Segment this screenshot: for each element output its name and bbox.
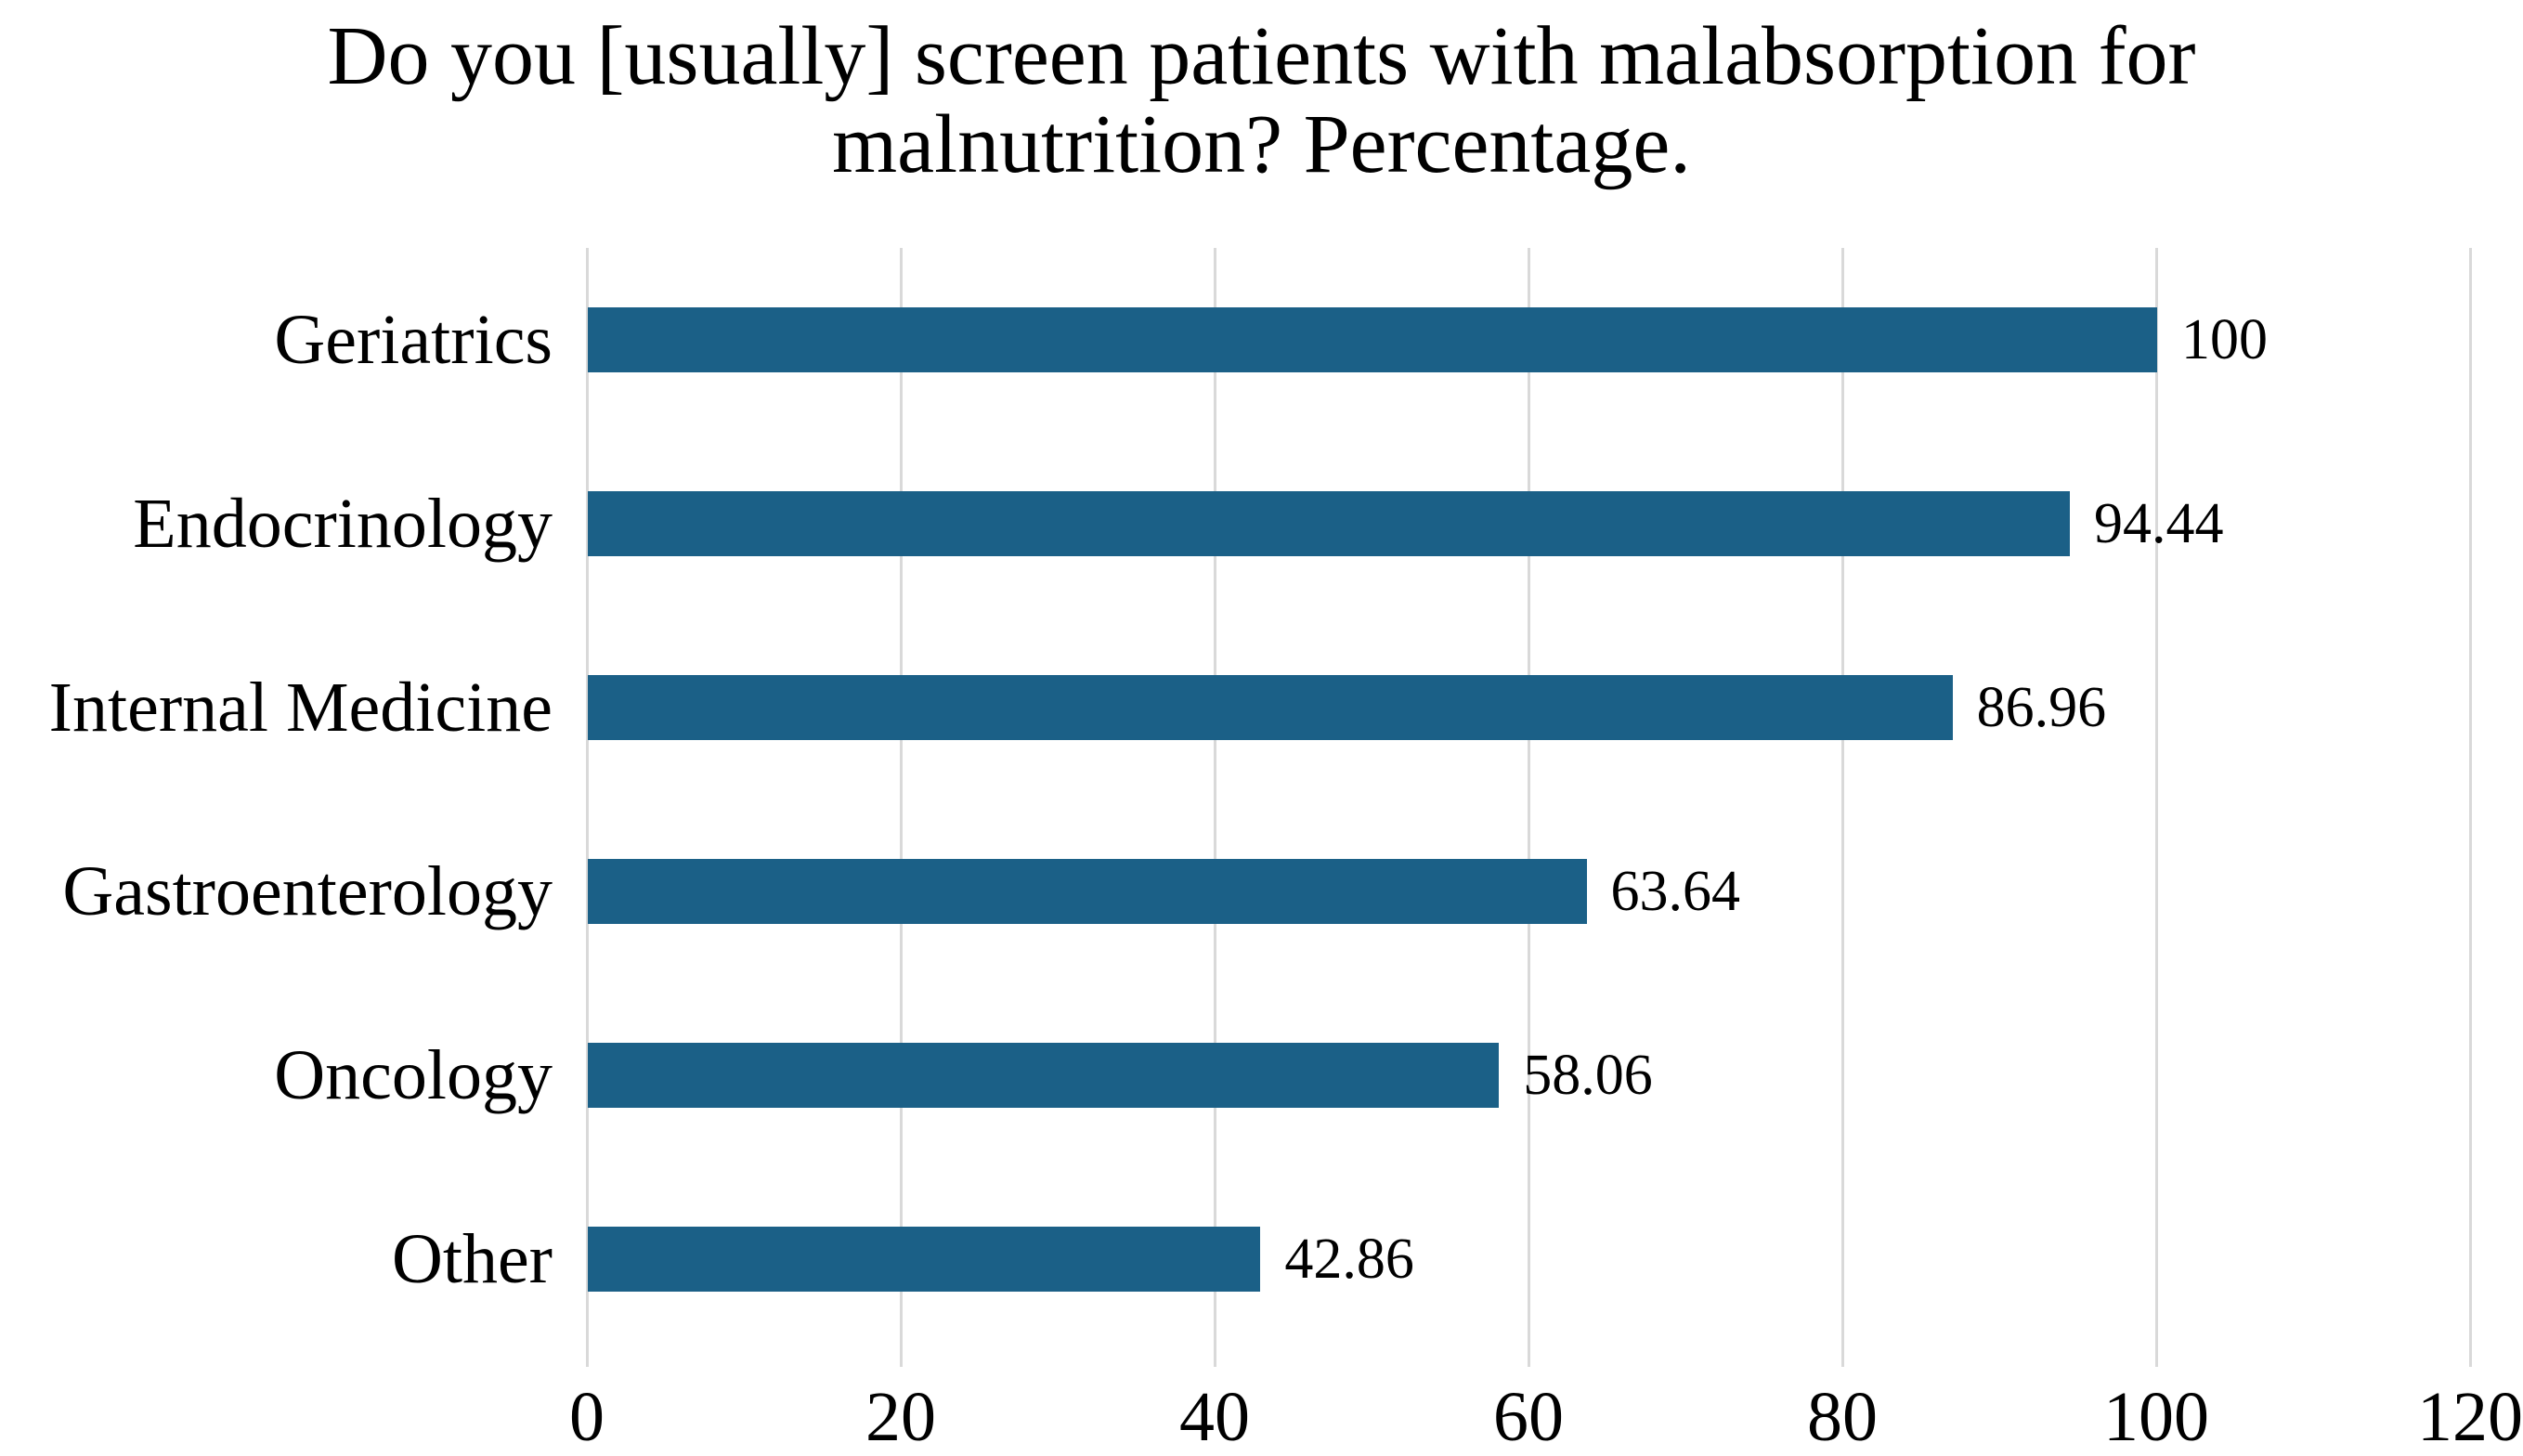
value-label-geriatrics: 100 xyxy=(2181,308,2268,371)
value-label-oncology: 58.06 xyxy=(1523,1044,1653,1107)
chart-title-line-1: Do you [usually] screen patients with ma… xyxy=(327,10,2196,102)
gridline-40 xyxy=(1213,248,1216,1367)
gridline-60 xyxy=(1527,248,1530,1367)
value-label-other: 42.86 xyxy=(1284,1228,1414,1291)
category-label-internal-medicine: Internal Medicine xyxy=(48,669,553,747)
x-tick-label-60: 60 xyxy=(1493,1378,1564,1456)
x-tick-label-0: 0 xyxy=(569,1378,605,1456)
category-label-endocrinology: Endocrinology xyxy=(133,485,553,563)
chart-title: Do you [usually] screen patients with ma… xyxy=(0,10,2523,190)
gridline-0 xyxy=(585,248,589,1367)
gridline-20 xyxy=(899,248,903,1367)
x-tick-label-80: 80 xyxy=(1807,1378,1878,1456)
category-label-oncology: Oncology xyxy=(274,1036,553,1114)
bar-internal-medicine xyxy=(588,675,1953,740)
value-label-endocrinology: 94.44 xyxy=(2094,492,2224,555)
category-label-gastroenterology: Gastroenterology xyxy=(62,852,553,930)
value-label-internal-medicine: 86.96 xyxy=(1976,676,2107,739)
bar-geriatrics xyxy=(588,307,2157,372)
x-tick-label-40: 40 xyxy=(1179,1378,1250,1456)
gridline-80 xyxy=(1840,248,1844,1367)
gridline-100 xyxy=(2154,248,2158,1367)
category-label-geriatrics: Geriatrics xyxy=(274,301,553,379)
x-tick-label-100: 100 xyxy=(2103,1378,2209,1456)
bar-endocrinology xyxy=(588,491,2071,556)
x-tick-label-20: 20 xyxy=(865,1378,936,1456)
value-label-gastroenterology: 63.64 xyxy=(1610,860,1741,923)
bar-oncology xyxy=(588,1043,1500,1108)
chart-title-line-2: malnutrition? Percentage. xyxy=(832,98,1691,190)
bar-gastroenterology xyxy=(588,859,1587,924)
x-tick-label-120: 120 xyxy=(2417,1378,2523,1456)
category-label-other: Other xyxy=(391,1220,553,1298)
bar-other xyxy=(588,1227,1261,1292)
gridline-120 xyxy=(2468,248,2472,1367)
